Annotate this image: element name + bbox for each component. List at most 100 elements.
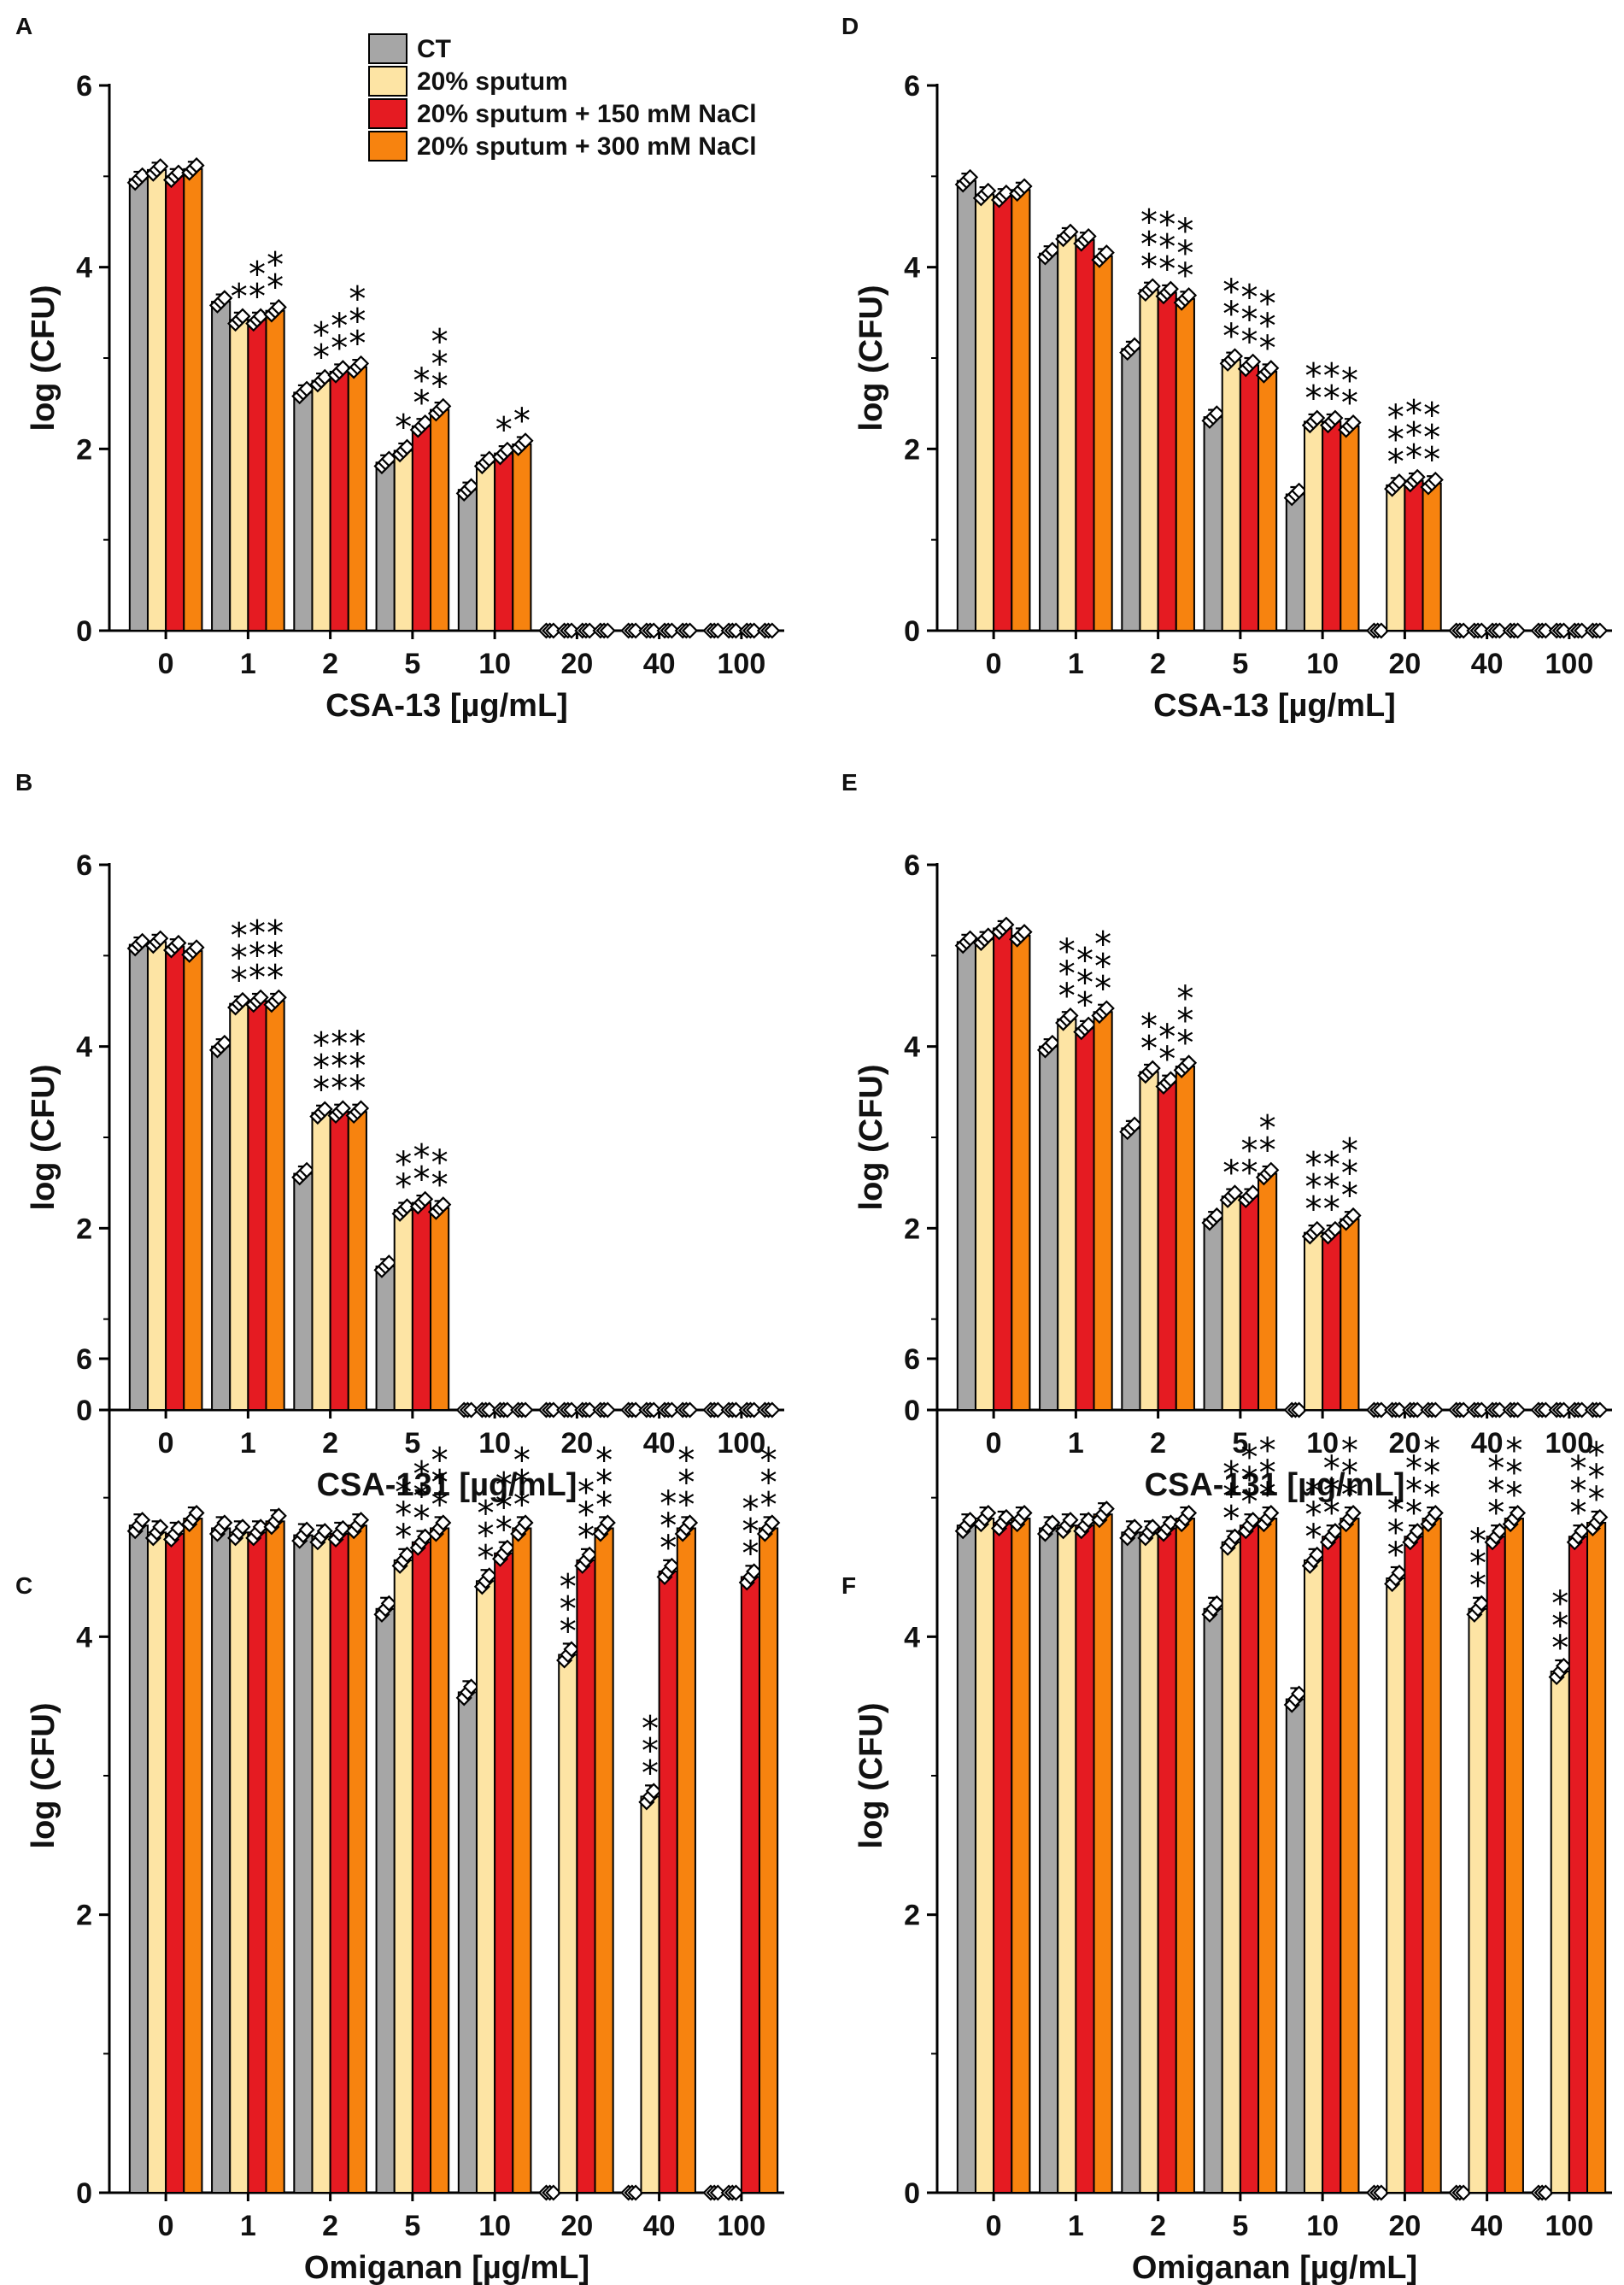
x-tick-label: 5 [404, 2210, 420, 2242]
replicate-point [545, 1401, 562, 1419]
bar [229, 319, 249, 631]
bar [1221, 359, 1241, 631]
significance-star: * [313, 1025, 330, 1065]
replicate-point [1291, 1685, 1308, 1702]
significance-star: * [395, 1167, 412, 1207]
replicate-point [517, 1401, 534, 1419]
replicate-point [1574, 622, 1591, 639]
bar [1075, 238, 1095, 631]
x-tick-label: 100 [718, 1427, 766, 1460]
bar [265, 309, 285, 631]
replicate-point [1309, 1220, 1326, 1237]
x-tick-label: 10 [1306, 2210, 1339, 2242]
replicate-point [1263, 1161, 1280, 1178]
significance-star: * [495, 411, 513, 450]
y-tick-label: 4 [76, 1621, 92, 1654]
replicate-point [1409, 468, 1426, 485]
replicate-point [152, 1518, 169, 1536]
bar [494, 452, 514, 632]
bar [1039, 252, 1059, 631]
bar [247, 1531, 267, 2194]
replicate-point [599, 622, 616, 639]
significance-star: * [1588, 1480, 1605, 1519]
replicate-point [1592, 1508, 1609, 1525]
significance-star: * [1323, 1168, 1340, 1207]
significance-star: * [1387, 420, 1404, 460]
significance-star: * [1140, 203, 1158, 242]
significance-star: * [1140, 1029, 1158, 1068]
bar [640, 1795, 660, 2194]
replicate-point [380, 1595, 397, 1612]
y-axis-title: log (CFU) [853, 285, 889, 432]
bar [457, 1691, 478, 2194]
bar [1011, 934, 1031, 1411]
bar [1139, 1531, 1159, 2194]
x-axis-title: CSA-131 [µg/mL] [317, 1467, 577, 1503]
significance-star: * [660, 1484, 677, 1524]
replicate-point [746, 1563, 763, 1580]
legend-item: CT [368, 33, 451, 64]
replicate-point [316, 1101, 333, 1118]
x-tick-label: 10 [478, 648, 511, 680]
replicate-point [581, 622, 598, 639]
replicate-point [270, 298, 287, 316]
significance-star: * [1469, 1566, 1486, 1606]
significance-star: * [1140, 247, 1158, 286]
significance-star: * [577, 1495, 595, 1535]
replicate-point [1574, 1401, 1591, 1419]
x-tick-label: 1 [1068, 1427, 1084, 1460]
replicate-point [499, 1539, 516, 1556]
significance-star: * [431, 1463, 449, 1502]
replicate-point [134, 932, 151, 949]
bar [183, 167, 203, 631]
bar [1258, 1172, 1278, 1411]
x-tick-label: 100 [718, 648, 766, 680]
replicate-point [481, 1567, 498, 1584]
y-tick-label: 0 [76, 615, 92, 648]
replicate-point [962, 168, 979, 185]
significance-star: * [1240, 1438, 1258, 1477]
bar [247, 1000, 267, 1411]
significance-star: * [1405, 1494, 1422, 1533]
significance-star: * [249, 959, 266, 998]
replicate-point [545, 622, 562, 639]
bar [1258, 370, 1278, 631]
bar [1404, 479, 1424, 631]
bar [1139, 1071, 1159, 1411]
bar [676, 1527, 696, 2194]
replicate-point [334, 360, 351, 377]
significance-star: * [1405, 438, 1422, 478]
replicate-point [1427, 1401, 1444, 1419]
panel-label: A [15, 13, 32, 39]
significance-star: * [1158, 205, 1175, 244]
replicate-point [1144, 1518, 1161, 1536]
replicate-point [709, 622, 726, 639]
significance-star: * [1505, 1476, 1522, 1515]
replicate-point [627, 1401, 644, 1419]
bar [956, 179, 976, 631]
bar [329, 370, 349, 631]
significance-star: * [1076, 963, 1093, 1002]
replicate-point [1016, 924, 1033, 941]
x-tick-label: 100 [718, 2210, 766, 2242]
y-tick-label: 2 [76, 1213, 92, 1245]
bar [1093, 1513, 1113, 2194]
significance-star: * [495, 1489, 513, 1528]
significance-star: * [1140, 1007, 1158, 1046]
replicate-point [1473, 1595, 1490, 1612]
significance-star: * [1423, 419, 1440, 458]
replicate-point [764, 1401, 781, 1419]
bar [375, 461, 396, 631]
replicate-point [764, 622, 781, 639]
significance-star: * [413, 384, 430, 423]
significance-star: * [331, 1047, 348, 1086]
significance-star: * [513, 1485, 531, 1524]
significance-star: * [642, 1709, 659, 1748]
bar [128, 178, 149, 632]
significance-star: * [349, 280, 366, 320]
significance-star: * [642, 1753, 659, 1793]
bar [1157, 291, 1177, 631]
bar [1203, 416, 1223, 631]
